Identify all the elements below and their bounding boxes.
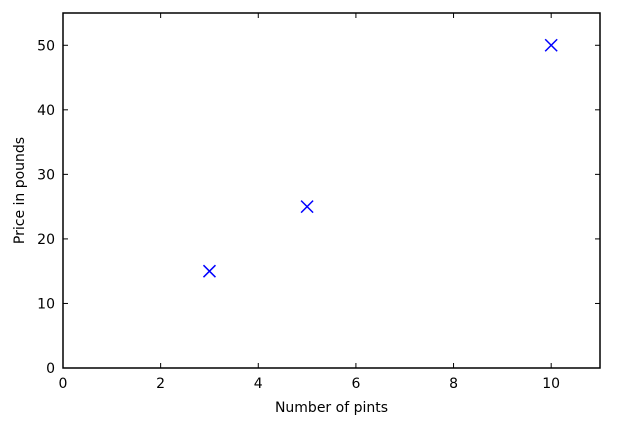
data-point (202, 264, 216, 278)
data-points (202, 38, 558, 278)
data-point (300, 200, 314, 214)
data-point-stroke (544, 38, 558, 52)
x-tick-label: 10 (542, 376, 560, 392)
y-tick-label: 30 (37, 167, 55, 183)
data-point (544, 38, 558, 52)
x-axis-label: Number of pints (275, 400, 388, 416)
y-tick-label: 50 (37, 38, 55, 54)
plot-frame (62, 12, 601, 369)
y-axis-label: Price in pounds (12, 137, 28, 244)
data-point-stroke (202, 264, 216, 278)
data-point-stroke (300, 200, 314, 214)
y-tick-label: 10 (37, 296, 55, 312)
x-tick-label: 4 (254, 376, 263, 392)
x-tick-label: 6 (351, 376, 360, 392)
x-tick-label: 0 (59, 376, 68, 392)
y-tick-label: 20 (37, 232, 55, 248)
y-tick-label: 40 (37, 103, 55, 119)
x-axis-ticks: 0 2 4 6 8 10 (59, 13, 560, 392)
x-tick-label: 2 (156, 376, 165, 392)
x-tick-label: 8 (449, 376, 458, 392)
y-axis-ticks: 0 10 20 30 40 50 (37, 38, 600, 377)
y-tick-label: 0 (46, 361, 55, 377)
